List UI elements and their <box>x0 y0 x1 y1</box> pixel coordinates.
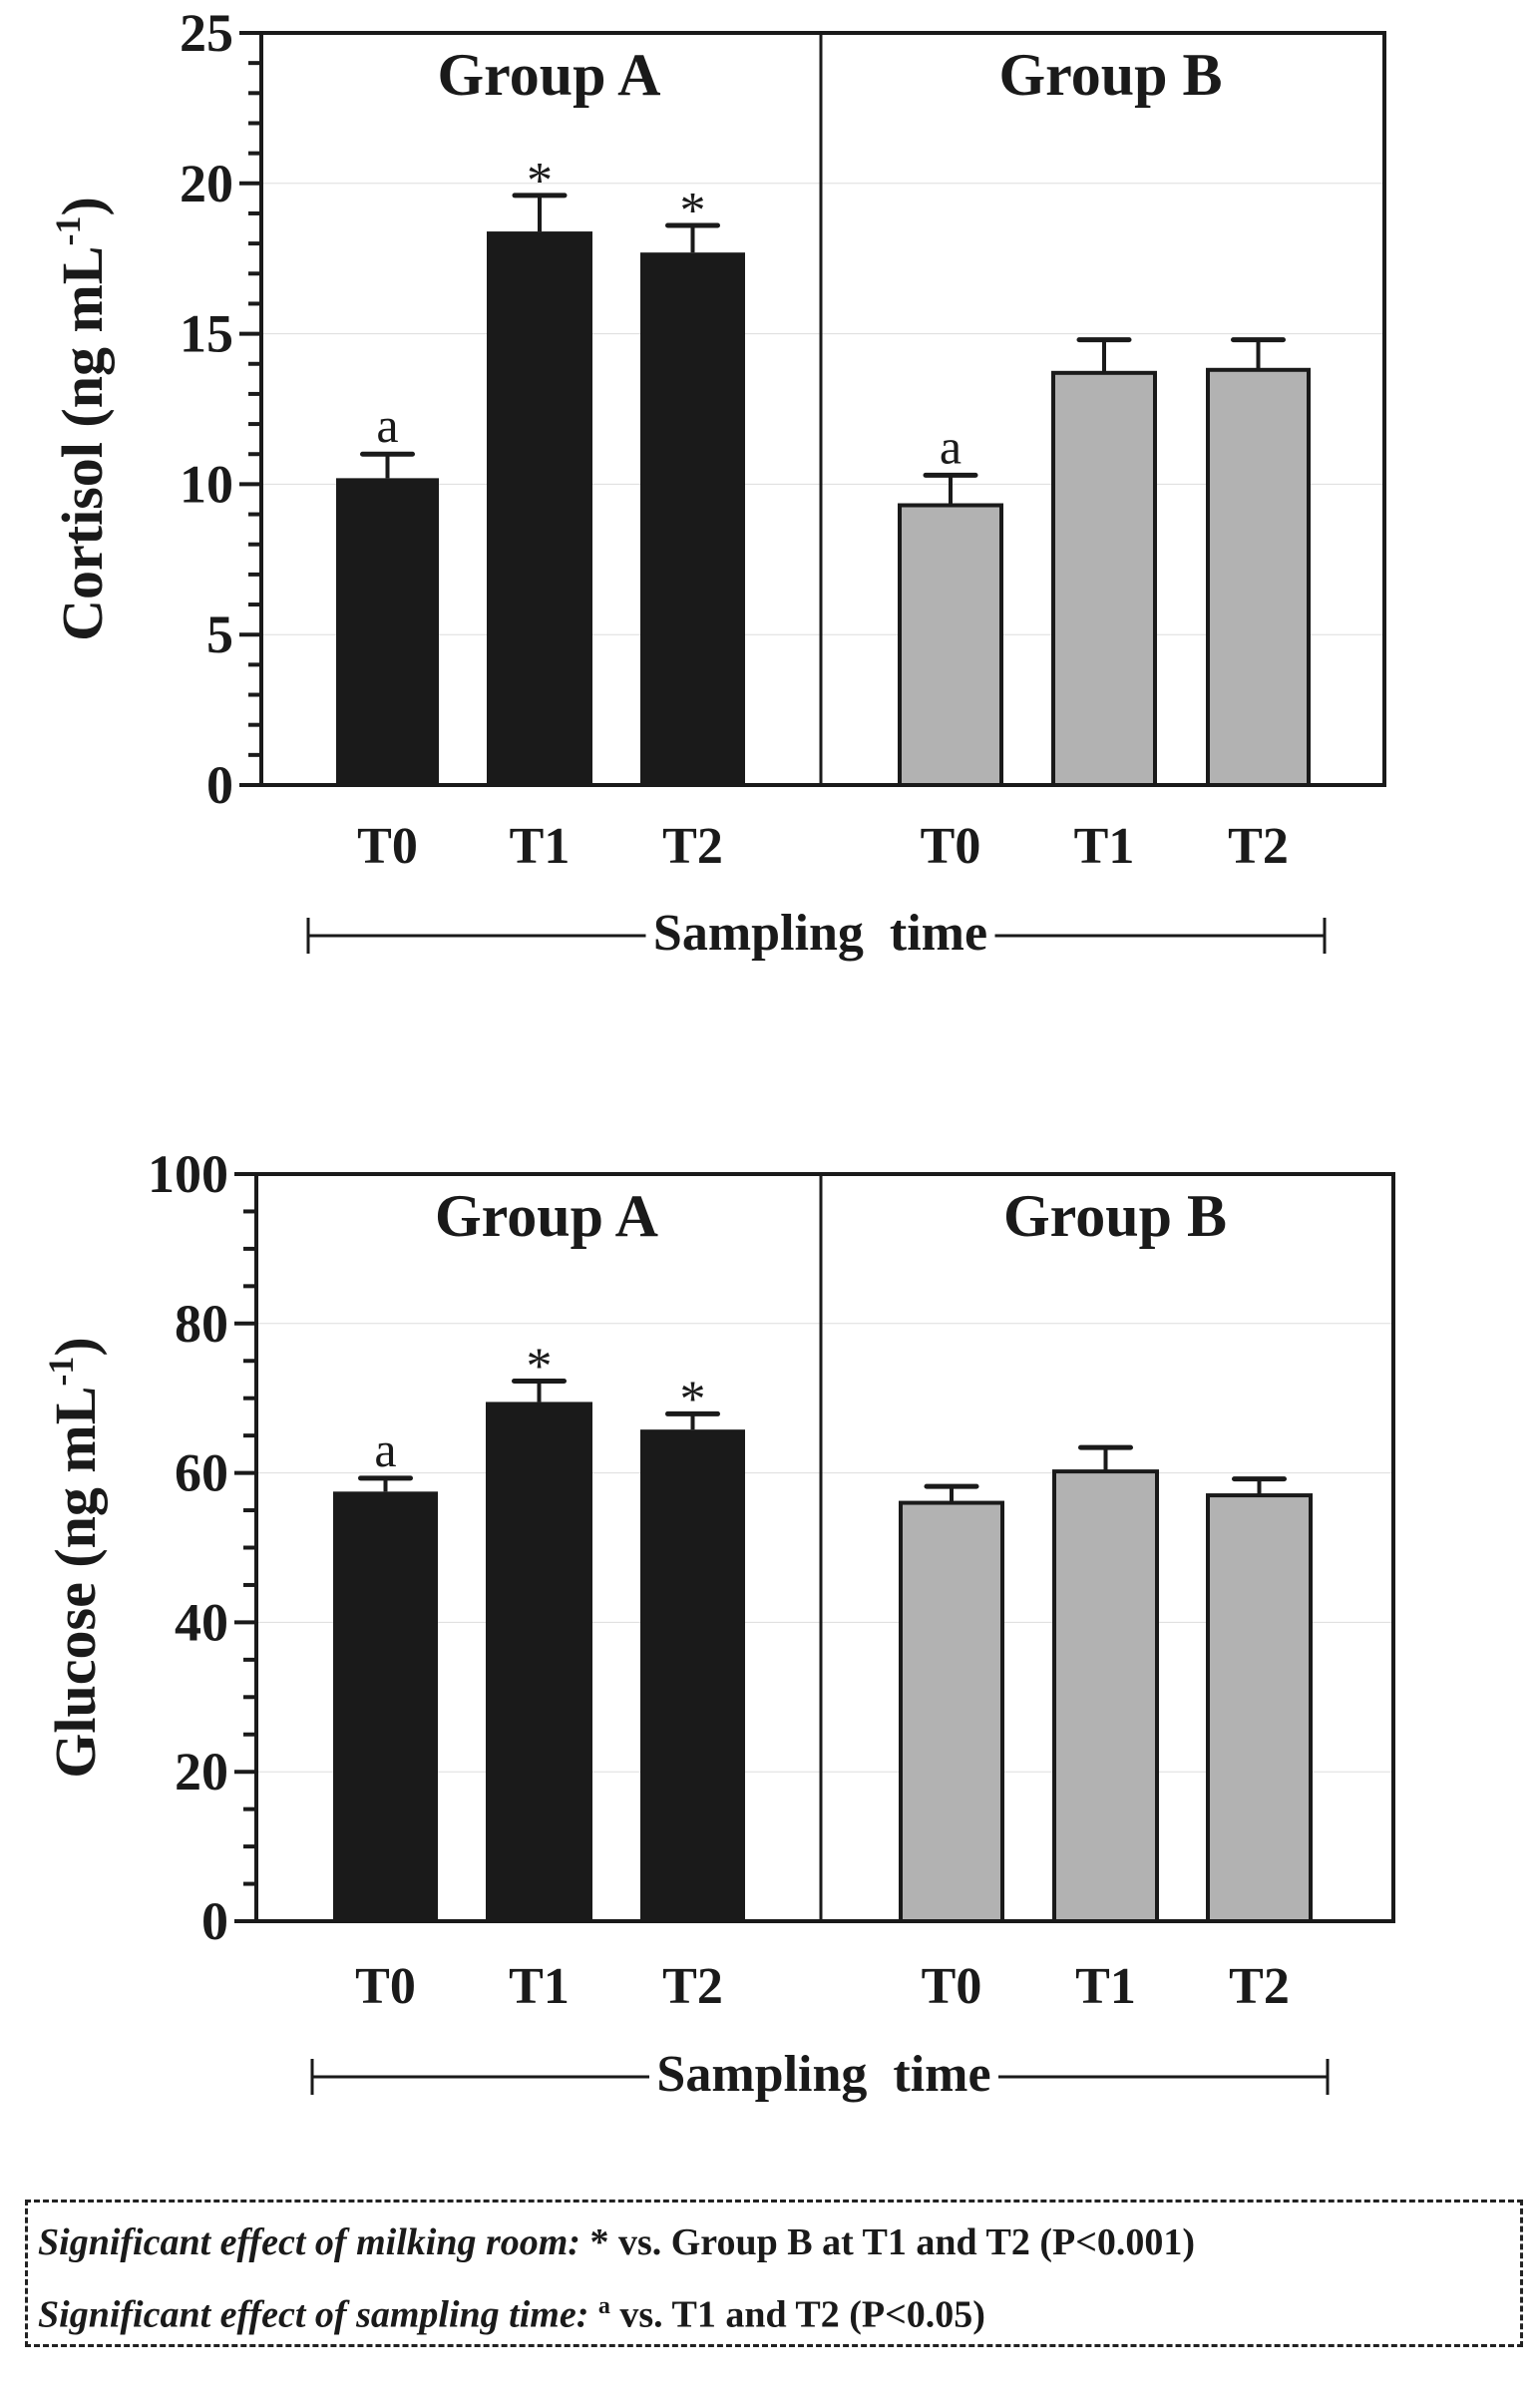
chart-1-y-axis-label: Cortisol (ng mL-1) <box>48 197 115 641</box>
chart-2-y-axis-label-sup: -1 <box>41 1357 81 1387</box>
chart-2-y-tick-label: 80 <box>175 1294 228 1354</box>
chart-2-x-axis-label: Sampling time <box>656 2046 990 2103</box>
chart-2-bar-group-b-t0 <box>899 1500 1004 1924</box>
chart-2-y-axis-label-main: Glucose (ng mL <box>43 1387 108 1779</box>
chart-2-y-axis-label: Glucose (ng mL-1) <box>41 1337 108 1778</box>
chart-1-x-tick-label: T1 <box>510 818 571 875</box>
chart-1-bar-group-b-t0 <box>898 503 1003 787</box>
chart-2-bar-group-a-t0 <box>333 1491 438 1921</box>
chart-2-x-tick-label: T0 <box>355 1958 416 2015</box>
chart-2-y-tick-label: 20 <box>175 1742 228 1802</box>
chart-1-x-tick-label: T2 <box>662 818 723 875</box>
chart-2-bar-group-b-t2 <box>1206 1493 1313 1923</box>
chart-1-x-tick-label: T1 <box>1074 818 1135 875</box>
chart-1-x-axis-label: Sampling time <box>653 905 987 962</box>
chart-2-annotation: * <box>680 1371 706 1427</box>
chart-2-annotation: a <box>374 1421 396 1477</box>
chart-2-x-tick-label: T1 <box>509 1958 570 2015</box>
chart-2-group-title: Group A <box>435 1183 658 1249</box>
chart-1-plot-frame <box>259 31 1386 787</box>
chart-1-y-tick-label: 10 <box>180 454 233 514</box>
chart-2-annotation: * <box>527 1338 553 1395</box>
chart-2-x-tick-label: T2 <box>1229 1958 1290 2015</box>
chart-1-annotation: * <box>527 153 553 209</box>
chart-1-y-tick-label: 25 <box>180 3 233 63</box>
chart-2-bar-group-a-t1 <box>486 1402 592 1921</box>
chart-1-group-title: Group A <box>438 42 661 108</box>
chart-2-y-tick-label: 100 <box>148 1144 228 1204</box>
chart-2-x-tick-label: T1 <box>1075 1958 1136 2015</box>
chart-2-y-tick-label: 0 <box>201 1891 228 1951</box>
chart-1-bar-group-a-t2 <box>640 252 745 786</box>
chart-1-annotation: * <box>680 183 706 239</box>
chart-2-x-tick-label: T0 <box>922 1958 982 2015</box>
footnote-line-1: Significant effect of milking room: * vs… <box>38 2210 1510 2274</box>
chart-1-group-title: Group B <box>999 42 1223 108</box>
footnote-line-2: Significant effect of sampling time: a v… <box>38 2274 1510 2347</box>
footnote-line-2-label: Significant effect of sampling time: <box>38 2293 589 2336</box>
chart-2-y-tick-label: 40 <box>175 1592 228 1652</box>
chart-1-x-tick-label: T0 <box>921 818 981 875</box>
footnote-line-2-mark: a <box>597 2293 610 2319</box>
figure: a T0 * T1 * T2 Group A a T0 T1 T2 Group B 0 5 10 15 20 25… <box>41 3 1395 2103</box>
chart-1-bar-group-a-t1 <box>487 231 592 785</box>
chart-2-bar-group-a-t2 <box>640 1429 745 1921</box>
footnote-line-1-mark: * <box>589 2221 609 2263</box>
chart-2-y-axis-label-close: ) <box>43 1337 108 1356</box>
chart-2-group-title: Group B <box>1003 1183 1227 1249</box>
chart-2-y-tick-label: 60 <box>175 1443 228 1503</box>
chart-1-bar-group-a-t0 <box>336 478 439 785</box>
chart-2-bar-group-b-t1 <box>1052 1469 1159 1924</box>
chart-1-x-tick-label: T2 <box>1228 818 1289 875</box>
chart-1-y-tick-label: 5 <box>206 604 233 664</box>
chart-1-y-axis-label-main: Cortisol (ng mL <box>50 246 115 641</box>
chart-1-y-axis-label-close: ) <box>50 197 115 215</box>
footnote-line-1-text: vs. Group B at T1 and T2 (P<0.001) <box>608 2221 1196 2263</box>
chart-1-annotation: a <box>940 418 962 474</box>
chart-1-annotation: a <box>376 397 398 453</box>
footnote-line-2-text: vs. T1 and T2 (P<0.05) <box>609 2293 985 2336</box>
chart-1-x-tick-label: T0 <box>357 818 418 875</box>
chart-1-bar-group-b-t1 <box>1051 370 1157 787</box>
footnote-box: Significant effect of milking room: * vs… <box>25 2200 1523 2347</box>
chart-1-y-tick-label: 0 <box>206 755 233 815</box>
chart-1-y-tick-label: 20 <box>180 154 233 213</box>
chart-1-y-axis-label-sup: -1 <box>48 216 88 246</box>
chart-1-bar-group-b-t2 <box>1206 367 1311 787</box>
chart-2-x-tick-label: T2 <box>662 1958 723 2015</box>
footnote-line-1-label: Significant effect of milking room: <box>38 2221 580 2263</box>
chart-1-y-tick-label: 15 <box>180 304 233 364</box>
